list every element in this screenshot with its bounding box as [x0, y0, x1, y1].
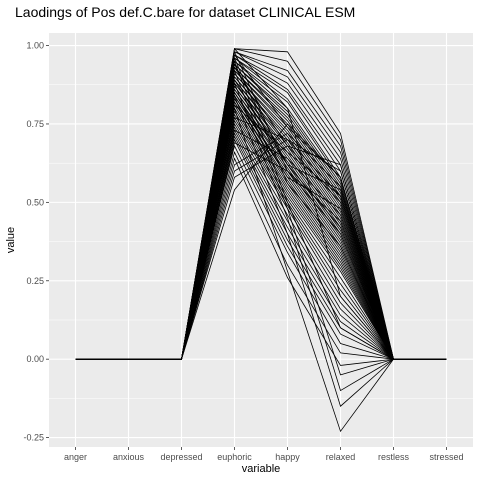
x-tick-label-relaxed: relaxed [326, 452, 356, 462]
y-axis-title: value [5, 227, 17, 253]
x-axis-title: variable [242, 463, 281, 475]
grid-lines [49, 33, 473, 447]
x-tick-labels: anger anxious depressed euphoric happy relaxe… [64, 447, 464, 462]
series-lines [75, 47, 447, 433]
y-tick-label: 0.00 [26, 354, 44, 364]
x-tick-label-anger: anger [64, 452, 87, 462]
y-tick-label: 0.25 [26, 276, 44, 286]
x-tick-label-restless: restless [378, 452, 410, 462]
plot-panel [49, 33, 473, 447]
y-tick-label: 1.00 [26, 41, 44, 51]
x-tick-label-anxious: anxious [113, 452, 145, 462]
x-tick-label-stressed: stressed [429, 452, 463, 462]
x-tick-label-euphoric: euphoric [217, 452, 252, 462]
y-tick-label: 0.75 [26, 119, 44, 129]
x-tick-label-happy: happy [275, 452, 300, 462]
chart-title: Laodings of Pos def.C.bare for dataset C… [15, 4, 355, 20]
y-tick-labels: -0.25 0.00 0.25 0.50 0.75 1.00 [23, 41, 49, 443]
y-tick-label: -0.25 [23, 433, 44, 443]
x-tick-label-depressed: depressed [160, 452, 202, 462]
series-line-72 [75, 63, 447, 360]
y-tick-label: 0.50 [26, 197, 44, 207]
